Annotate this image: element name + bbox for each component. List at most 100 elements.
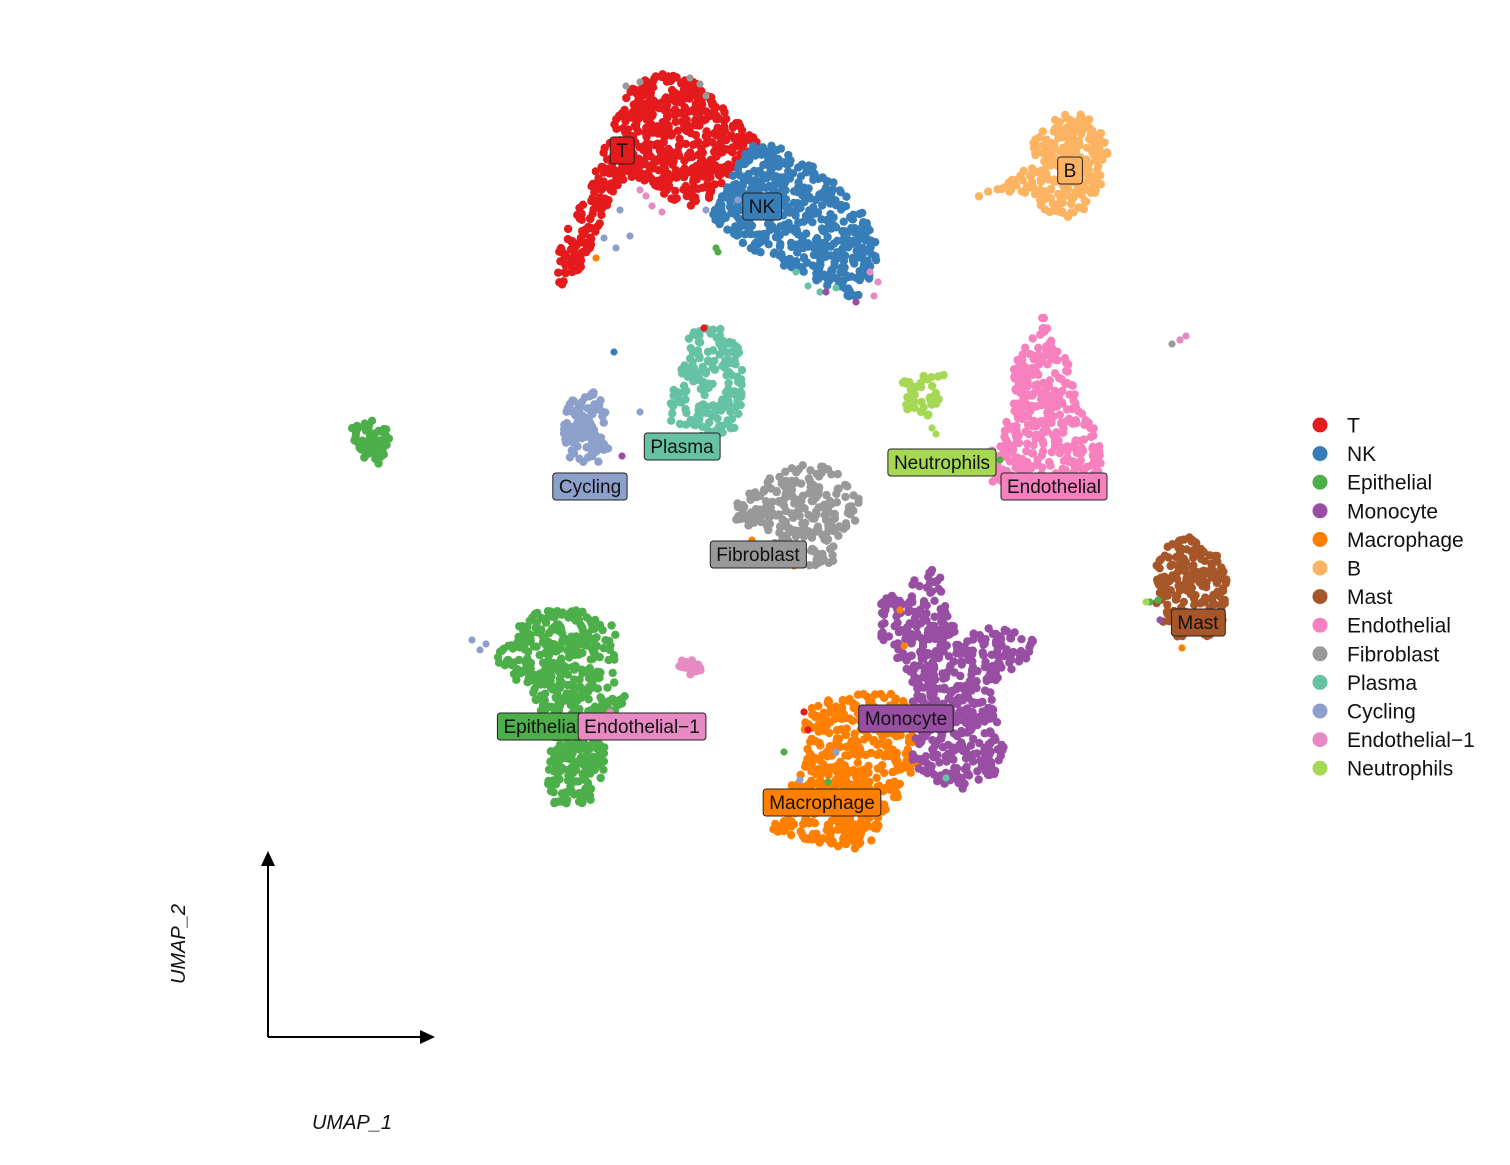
point-epithelial <box>554 667 564 676</box>
point-epithelial <box>550 798 559 808</box>
point-cycling <box>565 453 575 462</box>
point-b <box>1069 208 1078 217</box>
point-endothelial <box>1089 431 1098 440</box>
point-monocyte <box>904 604 913 614</box>
point-nk <box>770 248 779 257</box>
point-epithelial <box>351 428 361 438</box>
point-t <box>651 72 660 81</box>
point-nk <box>759 171 768 180</box>
point-fibroblast <box>823 535 833 544</box>
point-nk <box>859 246 869 255</box>
point-endothelial <box>1047 354 1057 364</box>
x-axis-arrowhead <box>420 1030 435 1044</box>
point-cycling <box>560 425 569 434</box>
point-epithelial <box>568 749 577 758</box>
point-monocyte <box>953 682 962 691</box>
point-plasma <box>723 416 732 425</box>
point-monocyte <box>986 760 996 769</box>
point-monocyte <box>939 674 948 683</box>
point-plasma <box>681 420 691 429</box>
point-monocyte <box>966 720 976 729</box>
point-plasma <box>737 392 746 401</box>
point-macrophage <box>859 735 869 744</box>
point-macrophage <box>850 844 860 853</box>
point-mast <box>1172 574 1182 584</box>
point-macrophage <box>842 742 851 752</box>
point-monocyte <box>949 755 958 764</box>
point-macrophage <box>838 713 848 722</box>
cluster-label-neutrophils: Neutrophils <box>887 448 997 477</box>
point-monocyte <box>911 619 921 628</box>
point-monocyte <box>618 452 626 460</box>
point-endothelial <box>1057 443 1066 452</box>
point-epithelial <box>374 459 383 468</box>
point-nk <box>840 263 849 272</box>
point-b <box>1047 148 1056 157</box>
point-t <box>672 73 681 82</box>
point-monocyte <box>997 641 1006 650</box>
point-monocyte <box>934 653 944 663</box>
point-b <box>1065 134 1075 144</box>
point-macrophage <box>849 820 859 829</box>
point-mast <box>1189 594 1199 603</box>
point-b <box>1061 110 1070 120</box>
point-endothelial <box>1048 344 1057 353</box>
legend-label: Mast <box>1347 586 1393 609</box>
point-macrophage <box>863 822 873 831</box>
point-plasma <box>705 418 714 427</box>
point-t <box>678 92 687 101</box>
point-endothelial <box>1021 369 1030 379</box>
point-t <box>640 102 649 112</box>
point-t <box>682 126 692 136</box>
point-nk <box>802 240 811 250</box>
legend-swatch <box>1312 531 1328 547</box>
point-endothelial <box>1037 451 1047 460</box>
point-nk <box>770 157 779 167</box>
point-nk <box>850 228 860 237</box>
point-endothelial <box>1091 462 1100 471</box>
point-t <box>717 178 726 188</box>
point-monocyte <box>975 738 984 748</box>
point-nk <box>786 261 795 270</box>
point-epithelial <box>535 650 544 660</box>
point-monocyte <box>877 608 887 618</box>
point-nk <box>761 183 771 192</box>
point-macrophage <box>771 819 780 829</box>
point-monocyte <box>956 671 965 681</box>
point-epithelial <box>573 696 582 705</box>
point-macrophage <box>880 693 889 702</box>
point-endothelial-1 <box>658 208 666 216</box>
point-monocyte <box>921 732 930 741</box>
point-mast <box>1163 600 1172 609</box>
point-t <box>704 169 713 178</box>
point-nk <box>782 159 791 168</box>
point-mast <box>1202 583 1211 592</box>
point-fibroblast <box>702 92 710 100</box>
point-epithelial <box>567 786 576 796</box>
point-monocyte <box>919 766 928 775</box>
point-epithelial <box>572 646 581 656</box>
point-monocyte <box>991 766 1000 775</box>
point-nk <box>756 248 765 257</box>
point-fibroblast <box>834 531 843 540</box>
point-monocyte <box>968 708 977 717</box>
point-epithelial <box>550 612 559 622</box>
point-epithelial <box>378 437 387 446</box>
point-macrophage <box>839 834 848 843</box>
point-plasma <box>726 407 735 417</box>
point-macrophage <box>892 732 901 741</box>
point-monocyte <box>940 610 950 619</box>
point-t <box>566 262 575 271</box>
point-monocyte <box>852 298 860 306</box>
point-t <box>602 201 612 210</box>
point-endothelial <box>1031 430 1041 440</box>
point-nk <box>859 230 869 240</box>
point-nk <box>610 348 618 356</box>
point-epithelial <box>600 743 609 752</box>
cluster-label-box <box>552 472 628 501</box>
point-monocyte <box>905 597 914 607</box>
point-nk <box>831 201 841 210</box>
point-epithelial <box>352 437 362 446</box>
point-cycling <box>570 429 580 439</box>
point-macrophage <box>871 820 880 830</box>
